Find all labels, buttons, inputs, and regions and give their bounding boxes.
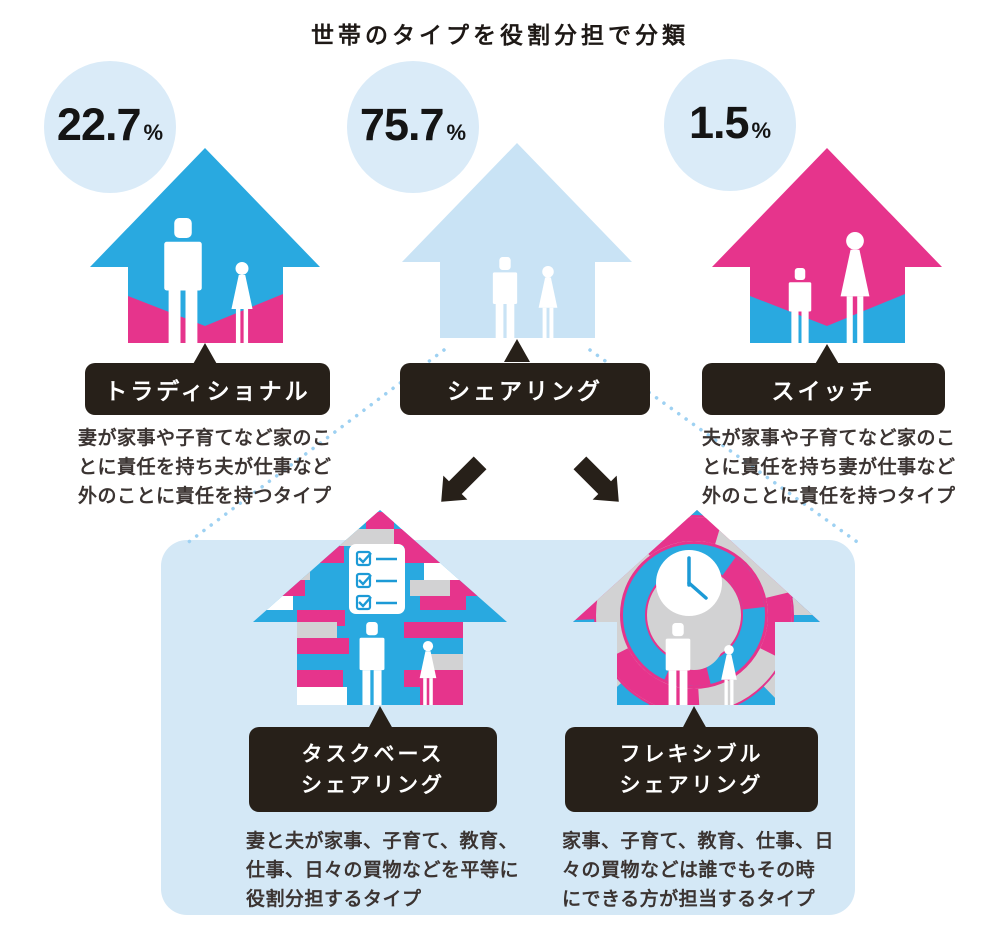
house-switch-icon <box>712 148 942 366</box>
label-pointer <box>682 706 707 729</box>
house-sharing-icon <box>402 143 632 362</box>
percent-value: 22.7 <box>56 99 142 150</box>
page-title: 世帯のタイプを役割分担で分類 <box>311 22 689 48</box>
percent-unit: % <box>143 120 164 145</box>
percent-unit: % <box>751 118 772 143</box>
percent-value: 1.5 <box>688 97 750 148</box>
house-task-based-icon <box>253 510 507 729</box>
percent-badge-sharing: 75.7% <box>347 61 479 193</box>
label-traditional: トラディショナル <box>85 363 330 415</box>
desc-traditional: 妻が家事や子育てなど家のこ とに責任を持ち夫が仕事など 外のことに責任を持つタイ… <box>78 428 332 507</box>
house-traditional-icon <box>90 148 320 366</box>
desc-switch: 夫が家事や子育てなど家のこ とに責任を持ち妻が仕事など 外のことに責任を持つタイ… <box>702 428 956 507</box>
label-switch: スイッチ <box>702 363 945 415</box>
house-flexible-icon <box>573 510 820 729</box>
arrow-down-right-icon <box>573 456 619 502</box>
desc-task-based: 妻と夫が家事、子育て、教育、 仕事、日々の買物などを平等に 役割分担するタイプ <box>246 831 520 910</box>
checklist-icon <box>349 544 405 614</box>
label-sharing: シェアリング <box>400 363 650 415</box>
label-pointer <box>814 344 840 366</box>
label-pointer <box>504 339 530 362</box>
label-pointer <box>368 706 393 729</box>
label-pointer <box>192 343 218 366</box>
percent-badge-switch: 1.5% <box>664 59 796 191</box>
label-flexible-sharing: フレキシブル シェアリング <box>565 727 818 812</box>
desc-flexible: 家事、子育て、教育、仕事、日 々の買物などは誰でもその時 にできる方が担当するタ… <box>562 831 835 910</box>
percent-unit: % <box>446 120 467 145</box>
clock-icon <box>656 550 722 616</box>
percent-badge-traditional: 22.7% <box>44 61 176 193</box>
percent-value: 75.7 <box>359 99 445 150</box>
arrow-down-left-icon <box>441 456 487 502</box>
label-task-based-sharing: タスクベース シェアリング <box>249 727 497 812</box>
